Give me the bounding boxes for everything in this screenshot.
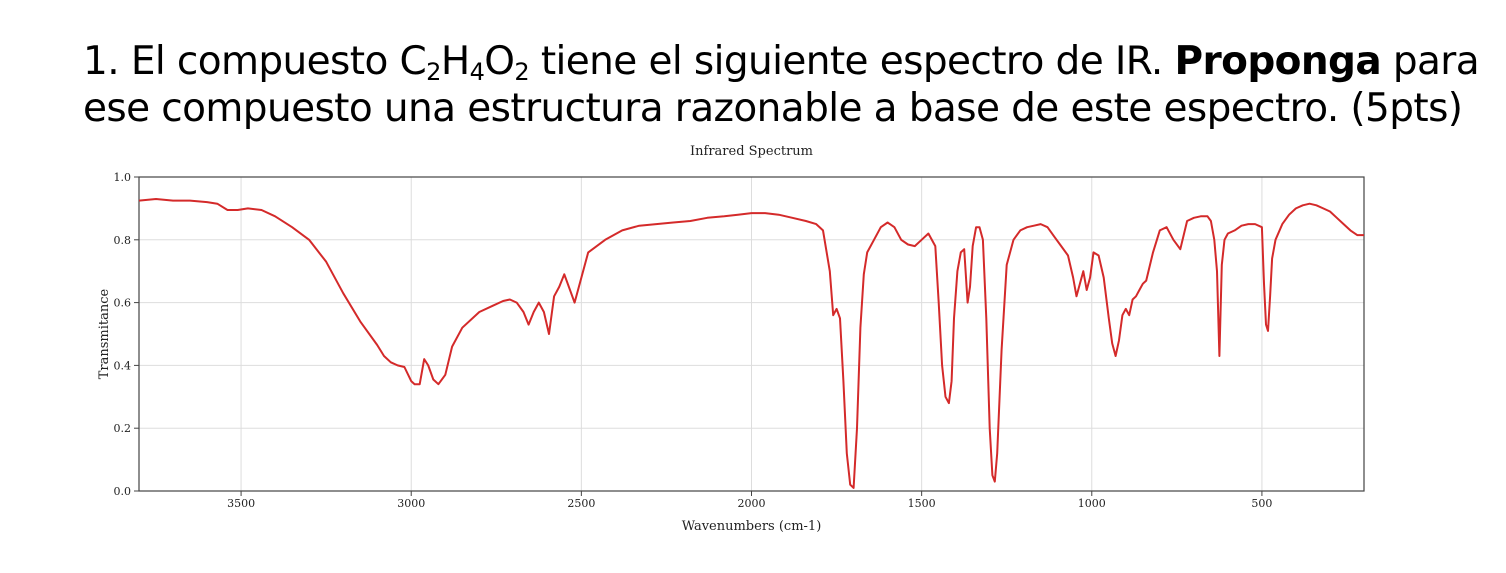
x-tick-label: 2000 xyxy=(738,497,766,510)
bold-keyword: Proponga xyxy=(1174,39,1382,84)
y-tick-label: 0.4 xyxy=(114,359,132,372)
question-text: 1. El compuesto C2H4O2 tiene el siguient… xyxy=(83,38,1483,132)
x-tick-label: 500 xyxy=(1251,497,1272,510)
grid xyxy=(139,177,1364,491)
x-tick-label: 2500 xyxy=(567,497,595,510)
question-text-part: H xyxy=(440,39,470,84)
y-axis-label: Transmitance xyxy=(97,288,112,379)
x-axis-label: Wavenumbers (cm-1) xyxy=(682,519,822,534)
x-tick-label: 3000 xyxy=(397,497,425,510)
y-tick-label: 1.0 xyxy=(114,171,132,184)
x-tick-label: 1500 xyxy=(908,497,936,510)
question-text-part: El compuesto C xyxy=(119,39,427,84)
question-line-2: ese compuesto una estructura razonable a… xyxy=(83,86,1463,131)
y-axis-ticks: 0.0 0.2 0.4 0.6 0.8 1.0 xyxy=(114,171,139,498)
question-text-part: tiene el siguiente espectro de IR. xyxy=(529,39,1175,84)
x-tick-label: 1000 xyxy=(1078,497,1106,510)
y-tick-label: 0.2 xyxy=(114,422,132,435)
spectrum-line xyxy=(138,198,1364,489)
question-text-part: O xyxy=(484,39,515,84)
question-line-1: 1. El compuesto C2H4O2 tiene el siguient… xyxy=(83,38,1483,85)
subscript: 2 xyxy=(514,58,530,86)
subscript: 4 xyxy=(469,58,485,86)
y-tick-label: 0.6 xyxy=(114,297,132,310)
x-axis-ticks: 3500 3000 2500 2000 1500 1000 500 xyxy=(227,491,1272,510)
x-tick-label: 3500 xyxy=(227,497,255,510)
y-tick-label: 0.8 xyxy=(114,234,132,247)
subscript: 2 xyxy=(426,58,441,86)
chart-title: Infrared Spectrum xyxy=(690,144,813,159)
question-text-part: para xyxy=(1381,39,1480,84)
y-tick-label: 0.0 xyxy=(114,485,132,498)
question-number: 1. xyxy=(83,39,120,84)
